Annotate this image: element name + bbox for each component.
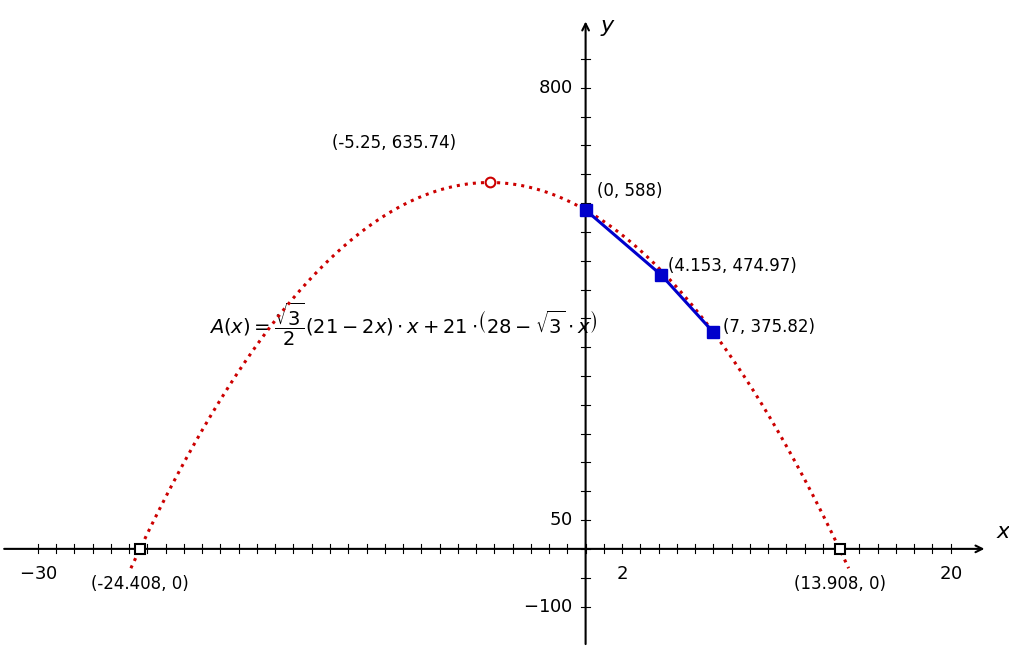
Text: $20$: $20$ — [939, 565, 963, 583]
Text: (7, 375.82): (7, 375.82) — [722, 318, 814, 336]
Text: (0, 588): (0, 588) — [596, 182, 662, 200]
Text: $A(x)=\dfrac{\sqrt{3}}{2}(21-2x)\cdot x+21\cdot\!\left(28-\sqrt{3}\cdot x\right): $A(x)=\dfrac{\sqrt{3}}{2}(21-2x)\cdot x+… — [209, 300, 597, 348]
Text: $-100$: $-100$ — [523, 598, 573, 615]
Text: $50$: $50$ — [549, 511, 573, 529]
Text: $2$: $2$ — [616, 565, 628, 583]
Text: $800$: $800$ — [538, 79, 573, 97]
Text: (4.153, 474.97): (4.153, 474.97) — [668, 258, 796, 275]
Text: y: y — [600, 16, 613, 36]
Text: (13.908, 0): (13.908, 0) — [793, 575, 886, 593]
Text: (-5.25, 635.74): (-5.25, 635.74) — [332, 134, 456, 152]
Text: (-24.408, 0): (-24.408, 0) — [91, 575, 189, 593]
Text: x: x — [996, 522, 1009, 542]
Text: $-30$: $-30$ — [18, 565, 58, 583]
